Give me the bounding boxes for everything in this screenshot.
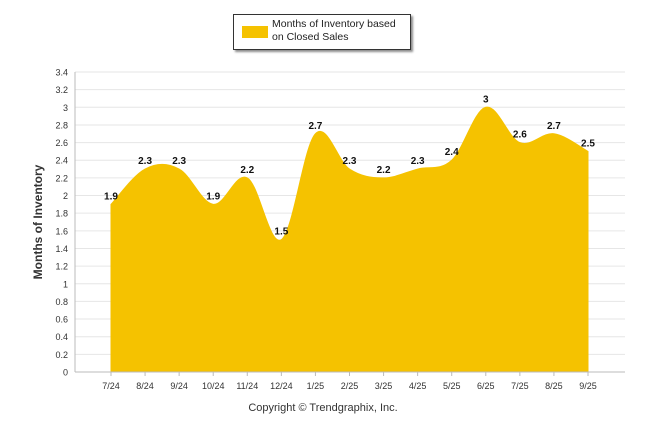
y-tick-label: 0 bbox=[63, 368, 68, 378]
x-tick-label: 2/25 bbox=[341, 381, 359, 391]
x-tick-label: 8/24 bbox=[136, 381, 154, 391]
y-tick-labels: 0 0.2 0.4 0.6 0.8 1 1.2 1.4 1.6 1.8 2 2.2 2.4 2.6 2.8 3… bbox=[55, 68, 68, 378]
x-tick-label: 9/24 bbox=[170, 381, 188, 391]
legend[interactable]: Months of Inventory based on Closed Sale… bbox=[233, 14, 411, 50]
x-tick-label: 1/25 bbox=[307, 381, 325, 391]
x-tick-label: 7/24 bbox=[102, 381, 120, 391]
y-axis-label: Months of Inventory bbox=[31, 164, 45, 279]
data-labels: 1.9 2.3 2.3 1.9 2.2 1.5 2.7 2.3 2.2 2.3 2.4 3 2.6 2.7… bbox=[104, 94, 595, 237]
data-label: 2.5 bbox=[581, 138, 595, 149]
y-tick-label: 3.4 bbox=[55, 68, 68, 78]
x-tick-label: 12/24 bbox=[270, 381, 293, 391]
area-fill bbox=[110, 106, 589, 373]
y-tick-label: 2.2 bbox=[55, 173, 68, 183]
data-label: 2.2 bbox=[377, 165, 391, 176]
y-tick-label: 1.4 bbox=[55, 244, 68, 254]
x-tick-label: 11/24 bbox=[236, 381, 258, 391]
y-tick-label: 2.6 bbox=[55, 138, 68, 148]
x-tick-labels: 7/24 8/24 9/24 10/24 11/24 12/24 1/25 2/25 3/25 4… bbox=[102, 372, 597, 391]
data-label: 1.9 bbox=[104, 191, 118, 202]
data-label: 2.6 bbox=[513, 130, 527, 141]
y-tick-label: 1.2 bbox=[55, 262, 68, 272]
y-tick-label: 0.8 bbox=[55, 297, 68, 307]
data-label: 2.7 bbox=[547, 121, 561, 132]
y-tick-label: 2 bbox=[63, 191, 68, 201]
data-label: 3 bbox=[483, 94, 489, 105]
y-tick-label: 0.6 bbox=[55, 315, 68, 325]
y-tick-label: 1 bbox=[63, 279, 68, 289]
data-label: 2.3 bbox=[172, 156, 186, 167]
data-label: 1.5 bbox=[274, 227, 288, 238]
data-label: 1.9 bbox=[206, 191, 220, 202]
y-tick-label: 1.8 bbox=[55, 209, 68, 219]
y-tick-label: 0.4 bbox=[55, 332, 68, 342]
data-label: 2.3 bbox=[411, 156, 425, 167]
x-tick-label: 5/25 bbox=[443, 381, 461, 391]
data-label: 2.3 bbox=[138, 156, 152, 167]
data-label: 2.3 bbox=[343, 156, 357, 167]
x-tick-label: 3/25 bbox=[375, 381, 393, 391]
x-tick-label: 4/25 bbox=[409, 381, 427, 391]
data-label: 2.4 bbox=[445, 147, 459, 158]
x-tick-label: 7/25 bbox=[511, 381, 529, 391]
data-label: 2.7 bbox=[308, 121, 322, 132]
data-label: 2.2 bbox=[240, 165, 254, 176]
legend-label: Months of Inventory based on Closed Sale… bbox=[272, 18, 396, 43]
x-tick-label: 9/25 bbox=[579, 381, 597, 391]
copyright-text: Copyright © Trendgraphix, Inc. bbox=[248, 402, 398, 414]
y-tick-label: 3 bbox=[63, 103, 68, 113]
y-tick-label: 0.2 bbox=[55, 350, 68, 360]
x-tick-label: 6/25 bbox=[477, 381, 495, 391]
y-tick-label: 2.4 bbox=[55, 156, 68, 166]
y-tick-label: 1.6 bbox=[55, 226, 68, 236]
x-tick-label: 10/24 bbox=[202, 381, 225, 391]
area-series bbox=[110, 106, 589, 373]
legend-swatch bbox=[242, 26, 268, 38]
y-tick-label: 2.8 bbox=[55, 120, 68, 130]
y-tick-label: 3.2 bbox=[55, 85, 68, 95]
x-tick-label: 8/25 bbox=[545, 381, 563, 391]
